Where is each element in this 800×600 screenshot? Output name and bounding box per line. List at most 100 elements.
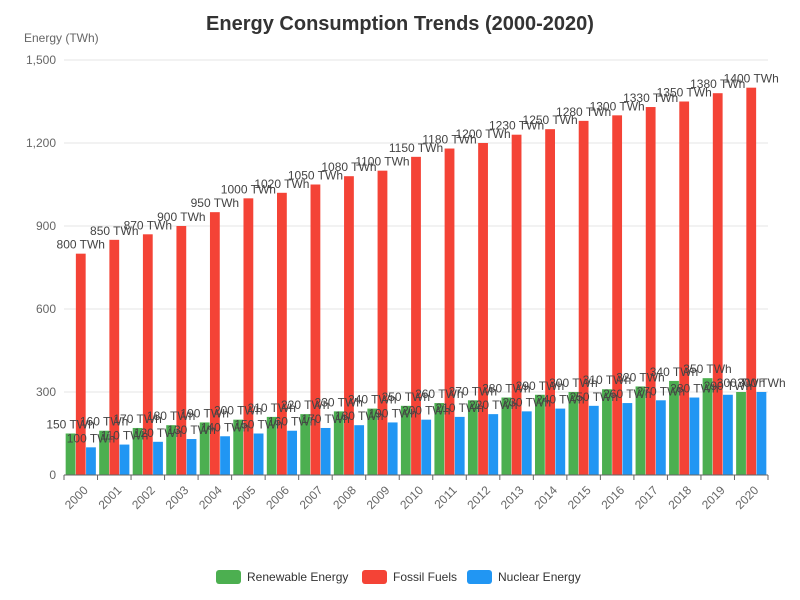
bar-renewable-energy[interactable] bbox=[166, 425, 177, 475]
bar-nuclear-energy[interactable] bbox=[186, 439, 197, 475]
bar-renewable-energy[interactable] bbox=[434, 403, 445, 475]
bar-fossil-fuels[interactable] bbox=[176, 226, 187, 475]
data-label: 220 TWh bbox=[281, 398, 329, 412]
bar-fossil-fuels[interactable] bbox=[142, 234, 153, 475]
bar-nuclear-energy[interactable] bbox=[387, 422, 398, 475]
bar-renewable-energy[interactable] bbox=[99, 430, 109, 475]
x-tick-label: 2009 bbox=[364, 483, 393, 512]
data-label: 260 TWh bbox=[603, 387, 651, 401]
bar-fossil-fuels[interactable] bbox=[712, 93, 723, 475]
y-tick-label: 1,200 bbox=[26, 136, 56, 150]
x-tick-label: 2000 bbox=[62, 483, 91, 512]
bar-fossil-fuels[interactable] bbox=[478, 143, 488, 475]
bar-nuclear-energy[interactable] bbox=[86, 447, 96, 475]
bar-nuclear-energy[interactable] bbox=[287, 430, 298, 475]
bar-renewable-energy[interactable] bbox=[199, 422, 210, 475]
legend-item-renewable-energy[interactable]: Renewable Energy bbox=[216, 570, 348, 584]
bar-fossil-fuels[interactable] bbox=[679, 101, 690, 476]
bar-nuclear-energy[interactable] bbox=[689, 397, 700, 475]
bar-renewable-energy[interactable] bbox=[400, 405, 411, 475]
data-label: 1080 TWh bbox=[321, 160, 376, 174]
bar-renewable-energy[interactable] bbox=[266, 416, 277, 475]
legend-label: Renewable Energy bbox=[247, 570, 348, 584]
bar-fossil-fuels[interactable] bbox=[645, 107, 656, 476]
bar-renewable-energy[interactable] bbox=[635, 386, 646, 475]
bar-fossil-fuels[interactable] bbox=[109, 239, 120, 475]
bar-nuclear-energy[interactable] bbox=[622, 403, 633, 475]
data-label: 230 TWh bbox=[315, 395, 363, 409]
bar-renewable-energy[interactable] bbox=[568, 392, 579, 475]
bar-nuclear-energy[interactable] bbox=[521, 411, 532, 475]
data-label: 250 TWh bbox=[382, 390, 430, 404]
data-label: 210 TWh bbox=[435, 401, 483, 415]
bar-nuclear-energy[interactable] bbox=[421, 419, 432, 475]
bar-renewable-energy[interactable] bbox=[501, 397, 512, 475]
data-label: 1050 TWh bbox=[288, 169, 343, 183]
bar-nuclear-energy[interactable] bbox=[588, 405, 599, 475]
bar-nuclear-energy[interactable] bbox=[320, 427, 331, 475]
bar-renewable-energy[interactable] bbox=[467, 400, 478, 475]
bar-nuclear-energy[interactable] bbox=[756, 392, 767, 475]
bar-renewable-energy[interactable] bbox=[65, 433, 76, 476]
legend-label: Fossil Fuels bbox=[393, 570, 457, 584]
x-tick-label: 2012 bbox=[464, 483, 493, 512]
bar-fossil-fuels[interactable] bbox=[411, 156, 421, 476]
legend-swatch bbox=[362, 570, 387, 584]
bar-fossil-fuels[interactable] bbox=[310, 184, 321, 476]
bar-nuclear-energy[interactable] bbox=[119, 444, 130, 475]
bar-nuclear-energy[interactable] bbox=[555, 408, 566, 475]
bar-nuclear-energy[interactable] bbox=[655, 400, 666, 475]
x-tick-label: 2020 bbox=[733, 483, 762, 512]
bar-nuclear-energy[interactable] bbox=[253, 433, 264, 476]
bar-fossil-fuels[interactable] bbox=[545, 129, 555, 475]
bar-renewable-energy[interactable] bbox=[534, 394, 545, 475]
bar-nuclear-energy[interactable] bbox=[723, 394, 733, 475]
bar-fossil-fuels[interactable] bbox=[578, 120, 589, 475]
bar-renewable-energy[interactable] bbox=[602, 389, 612, 475]
bar-fossil-fuels[interactable] bbox=[209, 212, 220, 475]
legend-swatch bbox=[467, 570, 492, 584]
bar-renewable-energy[interactable] bbox=[702, 378, 713, 475]
bar-renewable-energy[interactable] bbox=[367, 408, 378, 475]
data-label: 230 TWh bbox=[503, 395, 551, 409]
bar-nuclear-energy[interactable] bbox=[354, 425, 365, 475]
bar-fossil-fuels[interactable] bbox=[746, 87, 757, 476]
data-label: 190 TWh bbox=[180, 406, 228, 420]
bar-fossil-fuels[interactable] bbox=[277, 192, 287, 476]
data-label: 140 TWh bbox=[201, 420, 249, 434]
bar-renewable-energy[interactable] bbox=[669, 380, 679, 475]
data-label: 130 TWh bbox=[167, 423, 215, 437]
x-tick-label: 2014 bbox=[531, 483, 560, 512]
legend[interactable]: Renewable Energy Fossil Fuels Nuclear Ener… bbox=[216, 570, 581, 584]
bars bbox=[65, 87, 767, 476]
bar-nuclear-energy[interactable] bbox=[454, 416, 465, 475]
bar-fossil-fuels[interactable] bbox=[377, 170, 388, 475]
bar-fossil-fuels[interactable] bbox=[444, 148, 455, 476]
bar-renewable-energy[interactable] bbox=[132, 427, 143, 475]
data-label: 1350 TWh bbox=[657, 86, 712, 100]
bar-fossil-fuels[interactable] bbox=[511, 134, 522, 475]
bar-renewable-energy[interactable] bbox=[333, 411, 344, 475]
bar-renewable-energy[interactable] bbox=[736, 392, 746, 475]
x-tick-label: 2004 bbox=[196, 483, 225, 512]
legend-item-nuclear-energy[interactable]: Nuclear Energy bbox=[467, 570, 581, 584]
x-tick-label: 2016 bbox=[598, 483, 627, 512]
y-tick-label: 300 bbox=[36, 385, 56, 399]
legend-item-fossil-fuels[interactable]: Fossil Fuels bbox=[362, 570, 457, 584]
data-label: 1230 TWh bbox=[489, 119, 544, 133]
data-label: 1280 TWh bbox=[556, 105, 611, 119]
bar-nuclear-energy[interactable] bbox=[488, 414, 499, 475]
bar-nuclear-energy[interactable] bbox=[153, 441, 163, 475]
bar-fossil-fuels[interactable] bbox=[243, 198, 254, 476]
data-label: 200 TWh bbox=[402, 404, 450, 418]
data-label: 250 TWh bbox=[570, 390, 618, 404]
bar-fossil-fuels[interactable] bbox=[612, 115, 623, 475]
bar-nuclear-energy[interactable] bbox=[220, 436, 230, 475]
bar-fossil-fuels[interactable] bbox=[75, 253, 86, 475]
bar-fossil-fuels[interactable] bbox=[344, 176, 354, 475]
data-label: 240 TWh bbox=[348, 393, 396, 407]
x-tick-label: 2018 bbox=[665, 483, 694, 512]
bar-renewable-energy[interactable] bbox=[300, 414, 311, 475]
bar-renewable-energy[interactable] bbox=[233, 419, 244, 475]
